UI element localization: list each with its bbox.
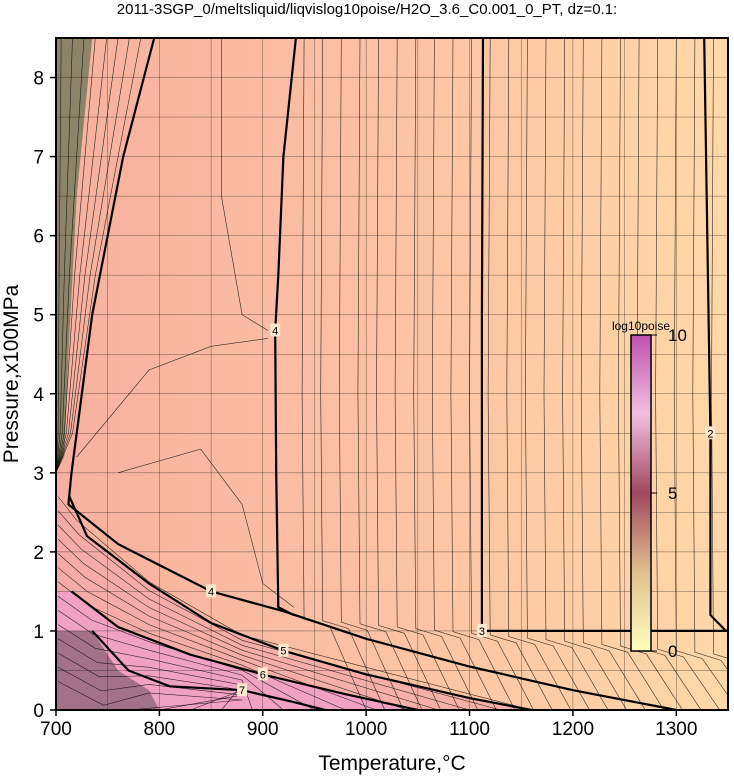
minor-contour <box>56 38 85 473</box>
x-axis-label: Temperature,°C <box>318 752 465 775</box>
y-tick-label: 6 <box>33 227 44 248</box>
major-contour-7 <box>91 630 326 710</box>
contour-label: 6 <box>260 669 266 681</box>
minor-contour <box>450 38 516 710</box>
region-very-high <box>56 38 93 473</box>
minor-contour <box>76 338 268 458</box>
x-tick-label: 1100 <box>449 719 490 740</box>
minor-contour <box>413 38 479 710</box>
x-tick-label: 900 <box>247 719 279 740</box>
colorbar-tick-label: 10 <box>668 326 687 345</box>
minor-contour <box>431 38 497 710</box>
minor-contour <box>56 38 142 473</box>
contour-label: 4 <box>208 586 214 598</box>
minor-contour <box>376 38 441 710</box>
minor-contour <box>56 38 130 473</box>
minor-contour <box>357 38 423 710</box>
colorbar-tick-label: 0 <box>668 642 677 661</box>
minor-contour <box>469 38 534 710</box>
x-tick-label: 1300 <box>655 719 697 740</box>
colorbar: log10poise 0 5 10 <box>612 319 687 661</box>
minor-contour <box>599 38 665 710</box>
minor-contour <box>673 38 728 696</box>
colorbar-tick-label: 5 <box>668 484 677 503</box>
colorbar-ticks: 0 5 10 <box>651 326 687 661</box>
x-tick-label: 700 <box>40 719 72 740</box>
minor-contour <box>56 38 107 473</box>
axes: 700 800 900 1000 1100 1200 1300 0 1 2 3 4 5 6 7 8 <box>33 69 697 740</box>
x-tick-label: 800 <box>144 719 176 740</box>
minor-contour <box>525 38 590 710</box>
minor-contour <box>543 38 609 710</box>
plot-area: 2 3 4 4 5 6 7 <box>56 38 728 710</box>
minor-contour <box>56 38 119 473</box>
minor-contour <box>618 38 683 710</box>
minor-contour <box>56 38 96 473</box>
x-tick-label: 1200 <box>552 719 594 740</box>
region-high <box>56 591 418 710</box>
contour-label: 2 <box>707 428 713 440</box>
minor-contours <box>56 38 728 710</box>
contour-label: 5 <box>280 646 286 658</box>
colorbar-gradient <box>630 334 652 652</box>
y-tick-label: 5 <box>33 306 44 327</box>
major-contour-6 <box>70 590 419 710</box>
contour-label-bg <box>206 584 217 598</box>
minor-contour <box>57 667 243 710</box>
y-tick-label: 7 <box>33 148 44 169</box>
contour-label: 7 <box>239 685 245 697</box>
y-tick-label: 2 <box>33 543 44 564</box>
minor-contour <box>57 496 532 710</box>
major-contours: 2 3 4 4 5 6 7 <box>67 38 728 710</box>
grid <box>56 38 728 710</box>
y-tick-label: 1 <box>33 622 44 643</box>
minor-contour <box>580 38 646 710</box>
contour-label-bg <box>237 683 248 697</box>
minor-contour <box>57 610 284 710</box>
colorbar-title: log10poise <box>612 319 670 333</box>
plot-frame <box>55 37 729 711</box>
minor-contour <box>562 38 627 710</box>
contour-label-bg <box>278 643 289 657</box>
contour-label-bg <box>270 323 281 337</box>
minor-contour <box>57 553 408 710</box>
y-tick-label: 3 <box>33 464 44 485</box>
major-contour-5 <box>68 496 532 710</box>
minor-contour <box>57 681 243 710</box>
minor-contour <box>57 524 470 710</box>
minor-contour <box>57 595 315 710</box>
minor-contour <box>57 538 439 710</box>
contour-label: 4 <box>272 326 278 338</box>
contour-label-bg <box>476 623 487 637</box>
y-axis-label: Pressure,x100MPa <box>0 284 23 463</box>
y-tick-label: 4 <box>33 385 44 406</box>
minor-contour <box>320 38 386 710</box>
minor-contour <box>711 38 728 659</box>
minor-contour <box>57 652 244 710</box>
minor-contour <box>655 38 720 710</box>
contour-label-bg <box>705 426 716 440</box>
contour-label: 3 <box>479 626 485 638</box>
minor-contour <box>394 38 460 710</box>
minor-contour <box>221 38 269 331</box>
minor-contour <box>117 448 294 608</box>
minor-contour <box>56 38 73 473</box>
y-tick-label: 0 <box>33 701 44 722</box>
contour-label-bg <box>257 667 268 681</box>
minor-contour <box>56 38 62 473</box>
y-tick-label: 8 <box>33 69 44 90</box>
chart-title: 2011-3SGP_0/meltsliquid/liqvislog10poise… <box>117 1 617 18</box>
x-tick-label: 1000 <box>345 719 387 740</box>
minor-contour <box>692 38 728 671</box>
minor-contour <box>57 638 243 710</box>
minor-contour <box>487 38 553 710</box>
minor-contour <box>57 567 377 710</box>
minor-contour <box>506 38 572 710</box>
minor-contour <box>338 38 404 710</box>
